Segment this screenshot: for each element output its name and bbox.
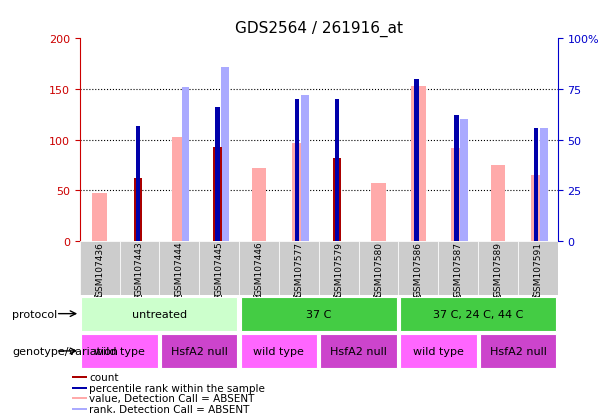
Bar: [400, 334, 476, 368]
Text: wild type: wild type: [413, 346, 463, 356]
Bar: [252, 169, 266, 242]
Bar: [279, 242, 319, 295]
Text: value, Detection Call = ABSENT: value, Detection Call = ABSENT: [89, 394, 254, 404]
Text: rank, Detection Call = ABSENT: rank, Detection Call = ABSENT: [89, 404, 249, 413]
Bar: [215, 108, 219, 242]
Text: wild type: wild type: [94, 346, 145, 356]
Bar: [400, 297, 556, 331]
Text: 37 C, 24 C, 44 C: 37 C, 24 C, 44 C: [433, 309, 524, 319]
Text: GSM107446: GSM107446: [254, 241, 264, 296]
Bar: [72, 408, 86, 410]
Bar: [518, 242, 558, 295]
Bar: [82, 297, 237, 331]
Bar: [491, 166, 505, 242]
Bar: [335, 100, 339, 242]
Bar: [221, 68, 229, 242]
Bar: [534, 128, 538, 242]
Text: HsfA2 null: HsfA2 null: [490, 346, 546, 356]
Text: HsfA2 null: HsfA2 null: [330, 346, 387, 356]
Text: GSM107436: GSM107436: [95, 241, 104, 296]
Bar: [531, 176, 545, 242]
Bar: [321, 334, 397, 368]
Bar: [80, 242, 120, 295]
Text: GSM107587: GSM107587: [454, 241, 463, 296]
Bar: [454, 116, 459, 242]
Bar: [213, 147, 222, 242]
Bar: [241, 297, 397, 331]
Text: GSM107445: GSM107445: [215, 241, 224, 296]
Bar: [438, 242, 478, 295]
Bar: [120, 242, 159, 295]
Bar: [181, 88, 189, 242]
Text: GSM107444: GSM107444: [175, 241, 184, 296]
Bar: [82, 334, 158, 368]
Text: 37 C: 37 C: [306, 309, 332, 319]
Bar: [540, 128, 548, 242]
Bar: [398, 242, 438, 295]
Bar: [135, 126, 140, 242]
Title: GDS2564 / 261916_at: GDS2564 / 261916_at: [235, 20, 403, 36]
Bar: [371, 184, 386, 242]
Bar: [333, 159, 341, 242]
Bar: [241, 334, 317, 368]
Bar: [460, 120, 468, 242]
Text: GSM107591: GSM107591: [533, 241, 543, 296]
Text: GSM107580: GSM107580: [374, 241, 383, 296]
Bar: [72, 387, 86, 389]
Text: GSM107579: GSM107579: [334, 241, 343, 296]
Text: GSM107586: GSM107586: [414, 241, 423, 296]
Bar: [292, 143, 306, 242]
Bar: [134, 179, 142, 242]
Bar: [319, 242, 359, 295]
Bar: [159, 242, 199, 295]
Bar: [239, 242, 279, 295]
Text: GSM107589: GSM107589: [493, 241, 503, 296]
Text: count: count: [89, 372, 118, 382]
Bar: [451, 149, 465, 242]
Bar: [172, 138, 186, 242]
Text: GSM107577: GSM107577: [294, 241, 303, 296]
Bar: [199, 242, 239, 295]
Bar: [295, 100, 299, 242]
Bar: [93, 193, 107, 242]
Bar: [359, 242, 398, 295]
Bar: [161, 334, 237, 368]
Text: wild type: wild type: [254, 346, 304, 356]
Bar: [72, 376, 86, 378]
Text: untreated: untreated: [132, 309, 187, 319]
Text: HsfA2 null: HsfA2 null: [171, 346, 227, 356]
Text: percentile rank within the sample: percentile rank within the sample: [89, 383, 265, 393]
Text: genotype/variation: genotype/variation: [12, 346, 118, 356]
Text: protocol: protocol: [12, 309, 58, 319]
Bar: [480, 334, 556, 368]
Bar: [411, 87, 425, 242]
Bar: [478, 242, 518, 295]
Text: GSM107443: GSM107443: [135, 241, 144, 296]
Bar: [301, 96, 309, 242]
Bar: [72, 397, 86, 399]
Bar: [414, 80, 419, 242]
